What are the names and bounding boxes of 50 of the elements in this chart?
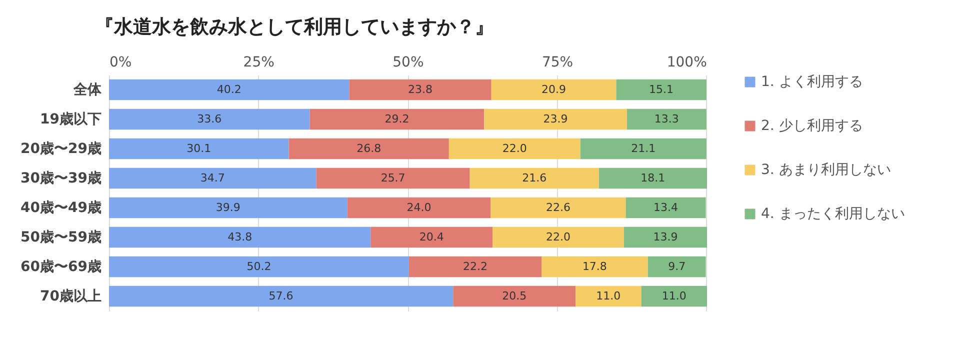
y-tick-label: 20歳〜29歳 (20, 140, 102, 157)
legend-label: 1. よく利用する (761, 74, 863, 90)
x-tick-label: 25% (243, 54, 274, 70)
data-label: 13.9 (653, 230, 678, 244)
data-label: 39.9 (216, 200, 240, 214)
x-tick-label: 100% (666, 54, 707, 70)
data-label: 17.8 (582, 260, 607, 273)
data-label: 21.1 (631, 142, 656, 155)
data-label: 22.2 (462, 260, 488, 273)
data-label: 24.0 (406, 200, 432, 214)
y-tick-label: 30歳〜39歳 (20, 170, 102, 186)
data-label: 11.0 (596, 289, 621, 302)
y-tick-label: 50歳〜59歳 (20, 229, 102, 246)
data-label: 11.0 (662, 289, 686, 302)
data-label: 57.6 (268, 289, 294, 302)
x-tick-label: 0% (110, 54, 132, 70)
data-label: 15.1 (649, 82, 674, 96)
data-label: 9.7 (668, 260, 686, 273)
data-label: 43.8 (228, 230, 252, 244)
data-label: 25.7 (380, 171, 406, 184)
y-tick-label: 60歳〜69歳 (20, 258, 102, 275)
data-label: 21.6 (522, 171, 547, 184)
legend-label: 3. あまり利用しない (761, 162, 891, 178)
data-label: 23.8 (408, 82, 432, 96)
data-label: 30.1 (186, 142, 212, 155)
chart-title: 『水道水を飲み水として利用していますか？』 (95, 16, 494, 38)
data-label: 20.5 (502, 289, 527, 302)
y-tick-label: 全体 (72, 82, 102, 98)
data-label: 22.0 (546, 230, 570, 244)
legend-label: 2. 少し利用する (761, 118, 863, 134)
data-label: 20.9 (542, 82, 566, 96)
data-label: 22.6 (546, 200, 570, 214)
data-label: 13.3 (654, 112, 679, 126)
legend-label: 4. まったく利用しない (761, 206, 905, 222)
y-tick-label: 40歳〜49歳 (20, 200, 102, 216)
data-label: 20.4 (419, 230, 444, 244)
data-label: 26.8 (356, 142, 382, 155)
data-label: 13.4 (654, 200, 678, 214)
data-label: 18.1 (640, 171, 666, 184)
x-tick-label: 50% (392, 54, 424, 70)
y-tick-label: 70歳以上 (40, 288, 102, 304)
data-label: 33.6 (197, 112, 222, 126)
data-label: 29.2 (384, 112, 410, 126)
y-tick-label: 19歳以下 (40, 111, 102, 128)
data-label: 23.9 (543, 112, 568, 126)
data-label: 50.2 (246, 260, 272, 273)
data-label: 22.0 (502, 142, 527, 155)
x-tick-label: 75% (542, 54, 574, 70)
data-label: 40.2 (216, 82, 242, 96)
data-label: 34.7 (200, 171, 225, 184)
